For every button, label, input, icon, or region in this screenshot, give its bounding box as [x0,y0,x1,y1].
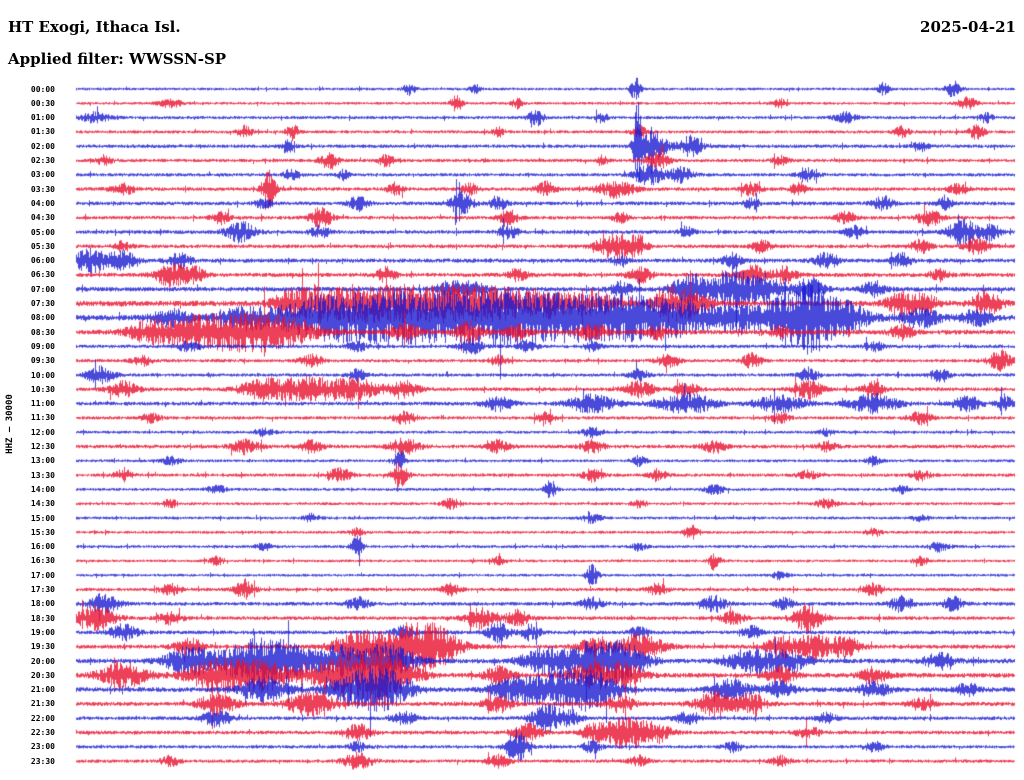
time-label: 03:30 [30,184,55,194]
time-label: 16:30 [30,556,55,566]
time-label: 21:00 [30,685,55,695]
time-label: 05:00 [30,227,55,237]
filter-label: Applied filter: WWSSN-SP [8,50,227,68]
time-label: 19:00 [30,627,55,637]
time-label: 02:00 [30,141,55,151]
date-label: 2025-04-21 [920,18,1016,36]
time-label: 07:30 [30,299,55,308]
time-label: 13:30 [30,470,55,480]
time-label: 12:00 [30,427,55,437]
time-label: 04:00 [30,198,55,208]
time-label: 17:00 [30,570,55,580]
time-label: 16:00 [30,542,55,552]
time-label: 05:30 [30,241,55,251]
time-label: 10:00 [30,370,55,380]
time-label: 18:30 [30,613,55,623]
time-label: 01:30 [30,127,55,137]
time-label: 04:30 [30,213,55,223]
time-label: 21:30 [30,699,55,709]
time-label: 07:00 [30,284,55,294]
time-label: 11:30 [30,413,55,423]
time-label: 23:30 [30,756,55,766]
time-label: 22:30 [30,728,55,737]
time-label: 00:00 [30,84,55,94]
time-label: 18:00 [30,599,55,609]
time-label: 03:00 [30,170,55,180]
station-title: HT Exogi, Ithaca Isl. [8,18,181,36]
time-label: 06:00 [30,256,55,266]
time-label: 20:30 [30,670,55,680]
time-label: 15:30 [30,527,55,537]
time-label: 20:00 [30,656,55,666]
time-label: 13:00 [30,456,55,466]
time-label: 08:30 [30,327,55,337]
time-label: 09:30 [30,356,55,366]
time-label: 14:30 [30,499,55,509]
time-label: 17:30 [30,585,55,594]
time-label: 11:00 [30,399,55,409]
time-label: 23:00 [30,742,55,752]
time-label: 22:00 [30,713,55,723]
time-label: 19:30 [30,642,55,652]
time-label: 01:00 [30,113,55,123]
time-label: 10:30 [30,384,55,394]
y-axis-label: HHZ – 30000 [5,394,15,454]
time-label: 12:30 [30,442,55,451]
time-label: 06:30 [30,270,55,280]
time-label: 08:00 [30,313,55,323]
time-label: 02:30 [30,156,55,165]
time-label: 00:30 [30,98,55,108]
time-label: 14:00 [30,484,55,494]
time-label: 09:00 [30,341,55,351]
time-label: 15:00 [30,513,55,523]
